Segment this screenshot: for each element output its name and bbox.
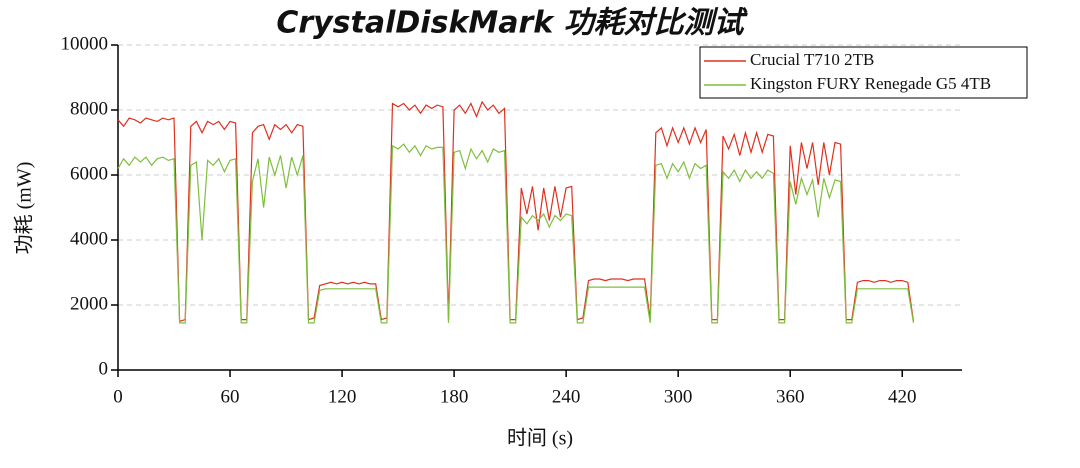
y-tick-label: 6000 <box>70 163 108 184</box>
chart-title: CrystalDiskMark 功耗对比测试 <box>276 6 748 41</box>
x-tick-label: 360 <box>776 386 805 407</box>
legend-label: Crucial T710 2TB <box>750 50 874 69</box>
x-tick-label: 300 <box>664 386 693 407</box>
x-tick-label: 240 <box>552 386 581 407</box>
series-line <box>117 143 915 324</box>
y-axis-label: 功耗 (mW) <box>13 162 36 255</box>
y-tick-label: 0 <box>99 358 109 379</box>
y-tick-label: 8000 <box>70 98 108 119</box>
y-tick-label: 2000 <box>70 293 108 314</box>
x-tick-label: 0 <box>113 386 123 407</box>
legend-label: Kingston FURY Renegade G5 4TB <box>750 74 991 93</box>
x-tick-label: 120 <box>328 386 357 407</box>
y-tick-label: 4000 <box>70 228 108 249</box>
x-tick-label: 420 <box>888 386 917 407</box>
x-tick-label: 180 <box>440 386 469 407</box>
y-tick-label: 10000 <box>61 33 109 54</box>
x-tick-label: 60 <box>221 386 240 407</box>
legend-box <box>699 46 1028 99</box>
x-axis-label: 时间 (s) <box>507 427 573 450</box>
